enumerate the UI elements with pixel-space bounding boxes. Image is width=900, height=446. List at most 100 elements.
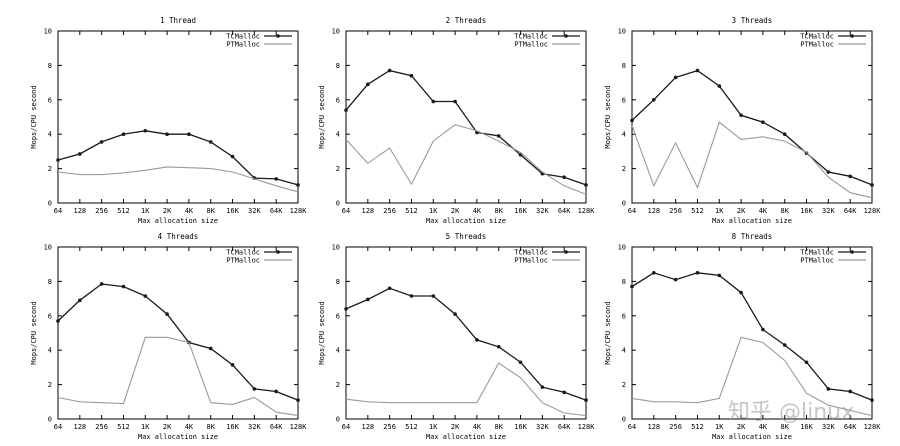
data-point-tcmalloc [387,286,392,291]
data-point-tcmalloc [99,140,104,144]
data-point-tcmalloc [230,363,235,367]
data-point-tcmalloc [165,132,169,136]
x-tick-label: 2K [451,207,460,215]
x-tick-label: 8K [781,207,790,215]
y-tick-label: 0 [48,416,52,424]
y-tick-label: 2 [622,165,626,173]
y-axis-label: Mops/CPU second [30,301,38,364]
x-tick-label: 512 [117,207,130,215]
y-tick-label: 6 [336,96,340,104]
y-tick-label: 10 [332,244,340,252]
y-tick-label: 2 [336,381,340,389]
data-point-tcmalloc [782,343,787,347]
x-tick-label: 64 [342,423,350,431]
x-tick-label: 2K [163,207,172,215]
series-line-tcmalloc [57,130,299,186]
chart-panel-4: 4 Threads 0 2 4 6 8 10 64 128 256 512 1K 2K 4K 8K 16K 32… [30,232,307,441]
data-point-tcmalloc [78,152,82,156]
data-point-tcmalloc [121,284,126,289]
data-point-tcmalloc [165,312,169,316]
legend-label: PTMalloc [226,41,260,49]
data-point-tcmalloc [208,346,213,351]
y-tick-label: 0 [48,200,52,208]
legend-marker [564,250,568,254]
data-point-tcmalloc [518,360,523,365]
y-tick-label: 6 [622,312,626,320]
data-point-tcmalloc [409,73,414,78]
y-tick-label: 10 [618,244,626,252]
plot-frame [631,246,873,420]
data-point-tcmalloc [431,99,436,104]
legend-marker [564,34,568,38]
y-tick-label: 8 [336,62,340,70]
y-axis-label: Mops/CPU second [30,85,38,148]
y-tick-label: 6 [336,312,340,320]
series-line-ptmalloc [57,166,299,193]
x-tick-label: 128K [290,423,308,431]
x-tick-label: 4K [759,207,768,215]
x-tick-label: 2K [163,423,172,431]
x-tick-label: 64K [558,207,571,215]
series-line-tcmalloc [631,69,873,186]
data-point-tcmalloc [296,183,300,187]
chart-title: 4 Threads [158,232,199,241]
y-tick-label: 6 [622,96,626,104]
chart-panel-3: 3 Threads 0 2 4 6 8 10 64 128 256 512 1K 2K 4K 8K 16K 32… [604,16,881,225]
legend-label: TCMalloc [226,33,260,41]
y-tick-label: 2 [622,381,626,389]
y-tick-label: 4 [622,347,626,355]
data-point-tcmalloc [739,113,743,118]
x-tick-label: 1K [141,423,150,431]
data-point-tcmalloc [78,298,82,303]
data-point-tcmalloc [826,170,831,174]
x-axis-label: Max allocation size [138,217,218,225]
x-tick-label: 8K [207,423,216,431]
x-tick-label: 64 [628,423,636,431]
plot-frame [345,30,587,204]
x-tick-label: 2K [737,423,746,431]
legend-label: PTMalloc [226,257,260,265]
x-tick-label: 128 [361,207,374,215]
legend-label: PTMalloc [514,41,548,49]
data-point-tcmalloc [761,120,765,124]
watermark-text: 知乎 @linux [728,400,855,425]
y-tick-label: 4 [622,131,626,139]
data-point-tcmalloc [56,158,60,162]
x-tick-label: 32K [248,207,261,215]
y-tick-label: 8 [622,62,626,70]
x-tick-label: 64K [844,207,857,215]
x-tick-label: 256 [669,423,682,431]
chart-panel-2: 2 Threads 0 2 4 6 8 10 64 128 256 512 1K 2K 4K 8K 16K 32… [318,16,595,225]
x-tick-label: 8K [207,207,216,215]
x-tick-label: 128 [73,423,86,431]
legend-label: PTMalloc [800,41,834,49]
data-point-tcmalloc [584,183,588,187]
plot-frame [57,246,299,420]
x-tick-label: 128K [578,207,596,215]
series-line-ptmalloc [631,121,873,199]
data-point-tcmalloc [870,183,874,187]
data-point-tcmalloc [652,98,656,102]
x-tick-label: 64 [54,423,62,431]
data-point-tcmalloc [584,398,588,402]
plot-frame [631,30,873,204]
data-point-tcmalloc [518,153,523,157]
x-tick-label: 128 [73,207,86,215]
series-line-tcmalloc [631,272,873,401]
y-tick-label: 4 [48,347,52,355]
data-point-tcmalloc [99,282,104,286]
y-tick-label: 2 [48,381,52,389]
x-tick-label: 1K [429,207,438,215]
x-tick-label: 64 [342,207,350,215]
plot-frame [57,30,299,204]
data-point-tcmalloc [431,294,436,298]
x-tick-label: 1K [429,423,438,431]
chart-panel-5: 5 Threads 0 2 4 6 8 10 64 128 256 512 1K 2K 4K 8K 16K 32… [318,232,595,441]
data-point-tcmalloc [717,84,722,88]
chart-panel-1: 1 Thread 0 2 4 6 8 10 64 128 256 512 1K 2K 4K 8K 16K 32K… [30,16,307,225]
legend-label: PTMalloc [514,257,548,265]
chart-title: 1 Thread [160,16,196,25]
y-tick-label: 4 [336,131,340,139]
data-point-tcmalloc [848,389,852,394]
x-tick-label: 16K [514,207,527,215]
